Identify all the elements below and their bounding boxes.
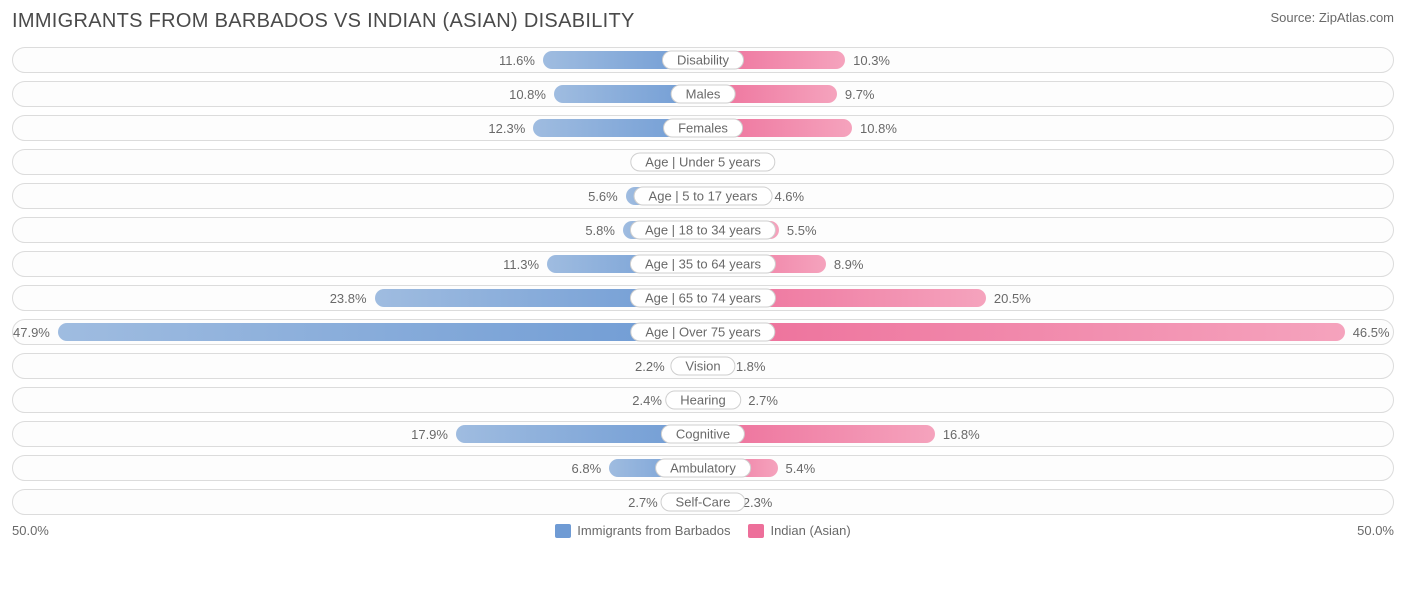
category-label: Ambulatory — [655, 459, 751, 478]
left-value: 17.9% — [411, 427, 448, 442]
left-half: 10.8% — [13, 82, 703, 106]
category-label: Self-Care — [661, 493, 746, 512]
left-value: 6.8% — [572, 461, 602, 476]
chart-row: 11.6% 10.3% Disability — [12, 47, 1394, 73]
chart-row: 6.8% 5.4% Ambulatory — [12, 455, 1394, 481]
left-half: 12.3% — [13, 116, 703, 140]
category-label: Age | 35 to 64 years — [630, 255, 776, 274]
diverging-bar-chart: 11.6%10.3%Disability10.8%9.7%Males12.3%1… — [12, 47, 1394, 515]
left-half: 23.8% — [13, 286, 703, 310]
left-half: 0.97% — [13, 150, 703, 174]
right-value: 8.9% — [834, 257, 864, 272]
category-label: Cognitive — [661, 425, 745, 444]
chart-row: 12.3% 10.8% Females — [12, 115, 1394, 141]
right-half: 1.8% — [703, 354, 1393, 378]
right-half: 46.5% — [703, 320, 1393, 344]
right-value: 20.5% — [994, 291, 1031, 306]
right-value: 9.7% — [845, 87, 875, 102]
category-label: Females — [663, 119, 743, 138]
left-value: 11.3% — [503, 257, 539, 272]
right-half: 10.3% — [703, 48, 1393, 72]
left-value: 11.6% — [499, 53, 535, 68]
left-value: 47.9% — [13, 325, 50, 340]
legend-swatch-right — [748, 524, 764, 538]
axis-right-max: 50.0% — [1357, 523, 1394, 538]
category-label: Males — [671, 85, 736, 104]
left-value: 5.8% — [585, 223, 615, 238]
right-value: 1.8% — [736, 359, 766, 374]
right-value: 2.3% — [743, 495, 773, 510]
left-value: 2.7% — [628, 495, 658, 510]
left-half: 2.7% — [13, 490, 703, 514]
legend-item-right: Indian (Asian) — [748, 523, 850, 538]
category-label: Age | 5 to 17 years — [634, 187, 773, 206]
source-attribution: Source: ZipAtlas.com — [1270, 10, 1394, 25]
chart-footer: 50.0% Immigrants from Barbados Indian (A… — [12, 523, 1394, 538]
left-half: 2.2% — [13, 354, 703, 378]
left-half: 5.6% — [13, 184, 703, 208]
left-value: 2.4% — [632, 393, 662, 408]
chart-row: 0.97%1.0%Age | Under 5 years — [12, 149, 1394, 175]
left-half: 11.3% — [13, 252, 703, 276]
right-value: 10.3% — [853, 53, 890, 68]
chart-row: 5.6% 4.6%Age | 5 to 17 years — [12, 183, 1394, 209]
right-half: 2.7% — [703, 388, 1393, 412]
category-label: Age | Under 5 years — [630, 153, 775, 172]
right-half: 5.4% — [703, 456, 1393, 480]
right-half: 5.5% — [703, 218, 1393, 242]
right-half: 4.6% — [703, 184, 1393, 208]
left-value: 12.3% — [488, 121, 525, 136]
right-value: 2.7% — [748, 393, 778, 408]
category-label: Hearing — [665, 391, 741, 410]
right-half: 2.3% — [703, 490, 1393, 514]
left-half: 2.4% — [13, 388, 703, 412]
chart-row: 2.7% 2.3%Self-Care — [12, 489, 1394, 515]
right-half: 16.8% — [703, 422, 1393, 446]
chart-title: IMMIGRANTS FROM BARBADOS VS INDIAN (ASIA… — [12, 10, 635, 33]
chart-row: 5.8% 5.5% Age | 18 to 34 years — [12, 217, 1394, 243]
chart-row: 17.9% 16.8% Cognitive — [12, 421, 1394, 447]
category-label: Age | 18 to 34 years — [630, 221, 776, 240]
right-half: 10.8% — [703, 116, 1393, 140]
left-value: 2.2% — [635, 359, 665, 374]
left-half: 47.9% — [13, 320, 703, 344]
left-value: 10.8% — [509, 87, 546, 102]
category-label: Disability — [662, 51, 744, 70]
header: IMMIGRANTS FROM BARBADOS VS INDIAN (ASIA… — [12, 10, 1394, 33]
legend: Immigrants from Barbados Indian (Asian) — [49, 523, 1357, 538]
right-value: 5.5% — [787, 223, 817, 238]
category-label: Age | 65 to 74 years — [630, 289, 776, 308]
legend-swatch-left — [555, 524, 571, 538]
right-value: 5.4% — [786, 461, 816, 476]
right-half: 1.0% — [703, 150, 1393, 174]
left-value: 23.8% — [330, 291, 367, 306]
right-half: 8.9% — [703, 252, 1393, 276]
legend-label-left: Immigrants from Barbados — [577, 523, 730, 538]
chart-row: 23.8% 20.5% Age | 65 to 74 years — [12, 285, 1394, 311]
chart-row: 10.8% 9.7% Males — [12, 81, 1394, 107]
left-half: 5.8% — [13, 218, 703, 242]
right-bar — [703, 323, 1345, 341]
left-bar — [58, 323, 703, 341]
right-value: 10.8% — [860, 121, 897, 136]
axis-left-max: 50.0% — [12, 523, 49, 538]
chart-row: 2.2% 1.8%Vision — [12, 353, 1394, 379]
left-half: 11.6% — [13, 48, 703, 72]
left-half: 17.9% — [13, 422, 703, 446]
chart-row: 47.9% 46.5% Age | Over 75 years — [12, 319, 1394, 345]
legend-label-right: Indian (Asian) — [770, 523, 850, 538]
chart-row: 11.3% 8.9% Age | 35 to 64 years — [12, 251, 1394, 277]
right-value: 16.8% — [943, 427, 980, 442]
right-half: 20.5% — [703, 286, 1393, 310]
category-label: Vision — [670, 357, 735, 376]
chart-row: 2.4% 2.7% Hearing — [12, 387, 1394, 413]
right-value: 46.5% — [1353, 325, 1390, 340]
left-half: 6.8% — [13, 456, 703, 480]
legend-item-left: Immigrants from Barbados — [555, 523, 730, 538]
right-half: 9.7% — [703, 82, 1393, 106]
left-value: 5.6% — [588, 189, 618, 204]
right-value: 4.6% — [774, 189, 804, 204]
category-label: Age | Over 75 years — [630, 323, 775, 342]
